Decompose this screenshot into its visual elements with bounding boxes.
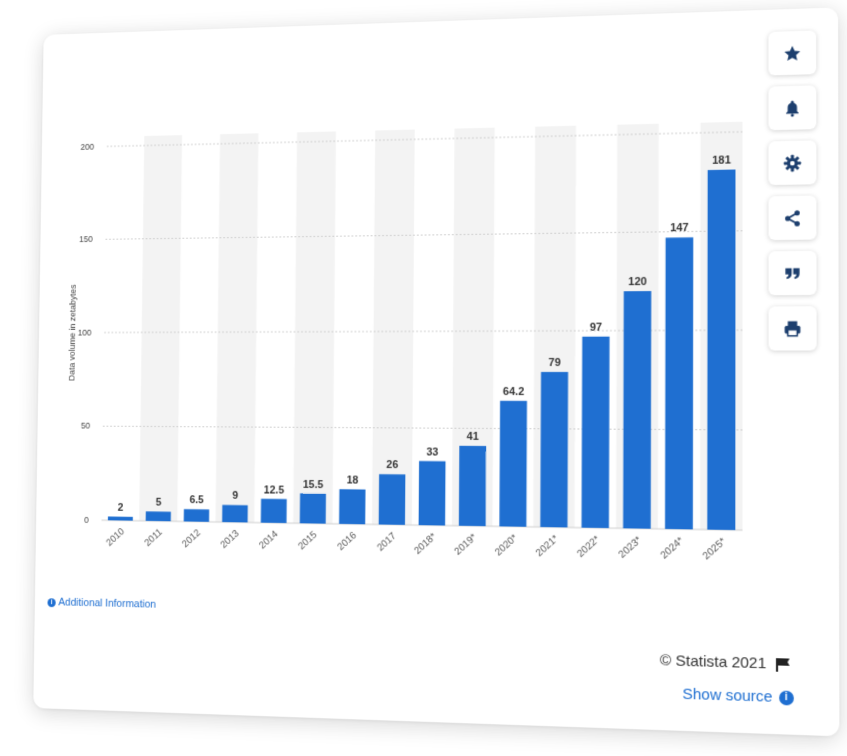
- cite-button[interactable]: [769, 251, 817, 295]
- x-tick-label: 2021*: [534, 533, 561, 559]
- category-band: [216, 133, 259, 522]
- bar-chart: 0 50 100 150 200 Data volume in zetabytes 2 201…: [33, 7, 839, 736]
- x-tick-label: 2013: [219, 528, 242, 551]
- show-source-link[interactable]: Show source i: [682, 685, 793, 706]
- printer-icon: [783, 319, 802, 338]
- data-label: 18: [347, 474, 359, 486]
- x-tick-label: 2015: [296, 529, 319, 552]
- bar: [540, 372, 568, 527]
- x-tick-label: 2016: [336, 530, 359, 553]
- favorite-button[interactable]: [768, 30, 816, 75]
- bar: [459, 446, 486, 526]
- additional-information-label: Additional Information: [58, 597, 156, 611]
- data-label: 2: [118, 502, 124, 514]
- chart-card: 0 50 100 150 200 Data volume in zetabytes 2 201…: [33, 7, 839, 736]
- data-label: 41: [467, 431, 479, 443]
- data-label: 9: [232, 490, 238, 502]
- data-label: 97: [590, 321, 602, 334]
- notification-button[interactable]: [768, 85, 816, 130]
- star-icon: [783, 44, 802, 63]
- chart-toolbar: [768, 30, 816, 350]
- y-axis-label: Data volume in zetabytes: [67, 284, 78, 381]
- x-tick-label: 2019*: [452, 532, 479, 558]
- data-label: 26: [386, 459, 398, 471]
- data-label: 64.2: [503, 385, 524, 397]
- share-icon: [783, 209, 802, 228]
- bar: [261, 499, 287, 523]
- x-tick-label: 2025*: [701, 536, 729, 563]
- bar: [184, 509, 209, 522]
- y-tick-label: 200: [80, 142, 94, 152]
- bar: [623, 291, 651, 529]
- print-button[interactable]: [769, 306, 817, 350]
- bar: [707, 170, 735, 531]
- quote-icon: [783, 264, 802, 283]
- x-tick-label: 2020*: [493, 532, 520, 558]
- bar: [665, 237, 693, 529]
- x-tick-label: 2018*: [412, 531, 439, 557]
- bar: [582, 337, 610, 529]
- info-icon: i: [779, 690, 794, 705]
- flag-icon[interactable]: [775, 657, 792, 672]
- gear-icon: [783, 153, 802, 172]
- data-label: 12.5: [264, 484, 284, 496]
- x-tick-label: 2024*: [658, 535, 686, 562]
- data-label: 15.5: [303, 478, 324, 490]
- bar: [339, 489, 365, 524]
- x-tick-label: 2022*: [575, 534, 602, 560]
- x-tick-label: 2012: [180, 527, 203, 550]
- data-label: 147: [670, 222, 689, 235]
- bar: [222, 505, 248, 523]
- data-label: 33: [426, 446, 438, 458]
- y-tick-label: 50: [81, 421, 90, 431]
- info-icon: i: [47, 598, 55, 607]
- bar: [379, 474, 406, 525]
- settings-button[interactable]: [769, 140, 817, 185]
- category-band: [293, 131, 336, 523]
- bar: [108, 517, 133, 521]
- x-tick-label: 2010: [104, 526, 126, 548]
- bar: [146, 511, 171, 521]
- bar: [499, 401, 527, 527]
- data-label: 181: [712, 154, 731, 167]
- bell-icon: [783, 98, 802, 117]
- bar: [419, 461, 446, 526]
- data-label: 6.5: [189, 494, 203, 506]
- bar: [300, 493, 326, 523]
- category-band: [139, 135, 182, 521]
- y-tick-label: 0: [84, 515, 89, 525]
- data-label: 120: [628, 276, 647, 289]
- x-tick-label: 2017: [375, 531, 398, 554]
- share-button[interactable]: [769, 196, 817, 241]
- data-label: 5: [156, 497, 162, 509]
- show-source-label: Show source: [682, 685, 772, 705]
- copyright-text: © Statista 2021: [660, 652, 766, 673]
- x-tick-label: 2014: [257, 528, 280, 551]
- data-label: 79: [548, 357, 560, 369]
- x-tick-label: 2023*: [617, 534, 645, 560]
- y-tick-label: 100: [78, 328, 92, 338]
- y-tick-label: 150: [79, 234, 93, 244]
- x-tick-label: 2011: [143, 527, 165, 549]
